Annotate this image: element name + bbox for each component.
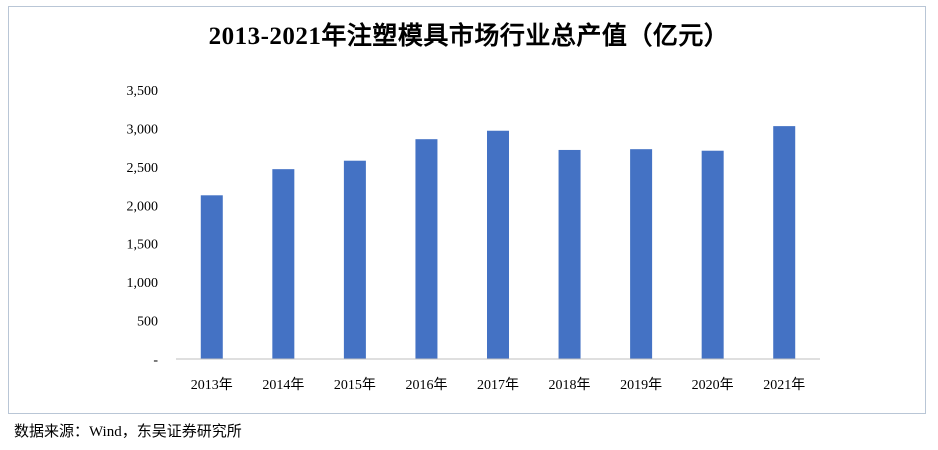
chart-frame <box>8 6 926 414</box>
bar <box>773 126 796 359</box>
bar <box>415 139 438 359</box>
y-tick-label: 3,000 <box>127 122 159 137</box>
y-tick-label: 2,500 <box>127 161 159 176</box>
x-tick-label: 2018年 <box>549 377 591 393</box>
bar <box>272 169 295 359</box>
y-tick-label: 3,500 <box>127 84 159 99</box>
bar <box>701 150 724 359</box>
bar <box>487 130 509 359</box>
x-tick-label: 2014年 <box>262 377 304 393</box>
x-tick-label: 2015年 <box>334 377 376 393</box>
y-tick-label: - <box>153 353 158 368</box>
bar-chart: - 500 1,000 1,500 2,000 2,500 3,000 3,500 2013年… <box>127 84 820 393</box>
x-tick-label: 2019年 <box>620 377 662 393</box>
y-tick-label: 500 <box>137 315 158 330</box>
x-tick-label: 2017年 <box>477 377 519 393</box>
x-axis: 2013年 2014年 2015年 2016年 2017年 2018年 2019年 2020年… <box>191 377 805 393</box>
chart-title: 2013-2021年注塑模具市场行业总产值（亿元） <box>208 23 730 50</box>
y-tick-label: 1,000 <box>127 276 159 291</box>
x-tick-label: 2013年 <box>191 377 233 393</box>
bar <box>558 149 581 359</box>
bar <box>343 160 366 359</box>
source-note: 数据来源：Wind，东吴证券研究所 <box>14 424 242 440</box>
bar <box>630 149 653 359</box>
x-tick-label: 2016年 <box>405 377 447 393</box>
bar <box>200 195 223 359</box>
y-axis: - 500 1,000 1,500 2,000 2,500 3,000 3,500 <box>127 84 159 368</box>
x-tick-label: 2021年 <box>763 377 805 393</box>
y-tick-label: 1,500 <box>127 238 159 253</box>
x-tick-label: 2020年 <box>692 377 734 393</box>
y-tick-label: 2,000 <box>127 199 159 214</box>
bar-series <box>200 126 796 359</box>
